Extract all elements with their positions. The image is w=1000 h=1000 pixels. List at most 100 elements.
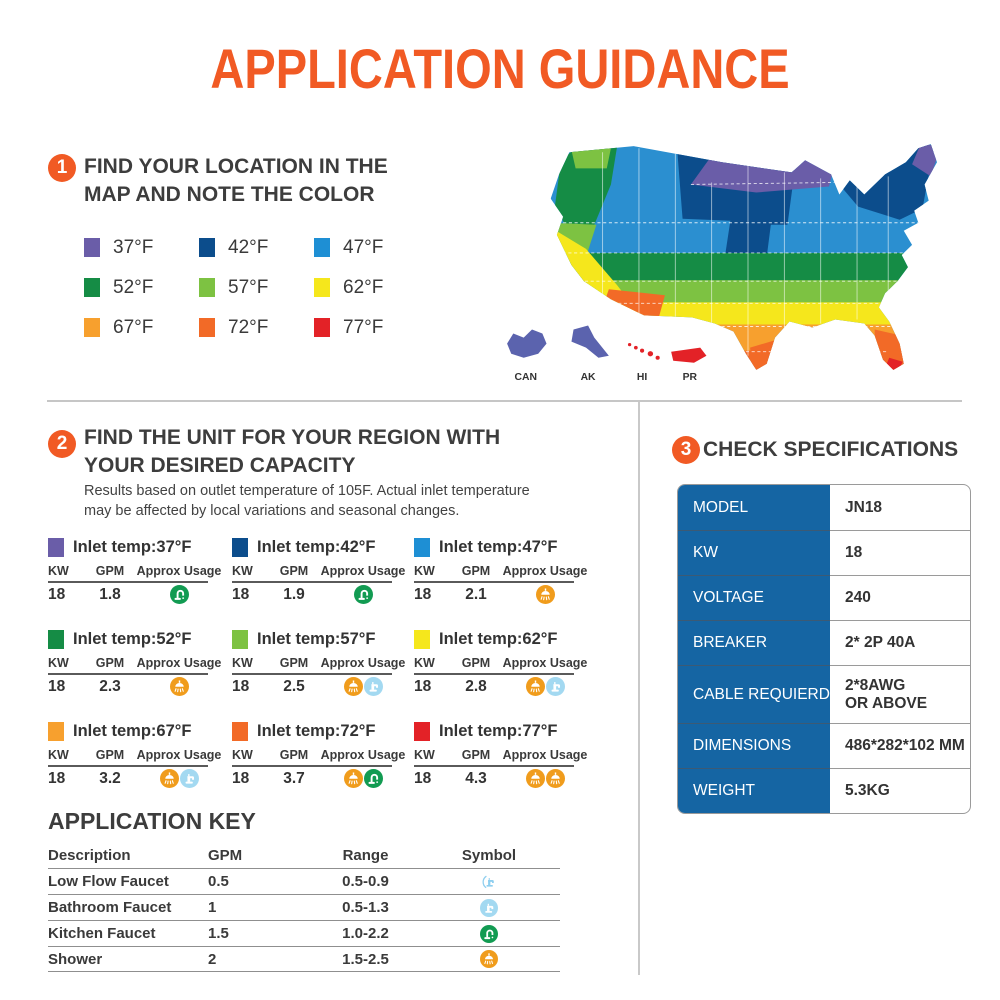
legend-item: 57°F — [199, 276, 314, 298]
section2-subtitle: Results based on outlet temperature of 1… — [84, 481, 530, 521]
spec-label: BREAKER — [678, 620, 830, 665]
inlet-temp-swatch — [48, 721, 64, 741]
key-header-symbol: Symbol — [461, 847, 517, 864]
legend-item: 42°F — [199, 236, 314, 258]
kitchen-faucet-icon — [364, 769, 383, 788]
inlet-temp-swatch — [48, 629, 64, 649]
shower-icon — [160, 769, 179, 788]
bathroom-faucet-icon — [180, 769, 199, 788]
map-label-ak: AK — [581, 372, 597, 383]
kitchen-faucet-icon — [354, 585, 373, 604]
legend-label: 42°F — [228, 236, 269, 258]
section2-heading-line2: YOUR DESIRED CAPACITY — [84, 454, 356, 477]
key-description: Shower — [48, 950, 103, 968]
temperature-legend: 37°F 42°F 47°F 52°F 57°F 62°F 67°F 72°F … — [84, 236, 429, 338]
spec-value: 240 — [830, 575, 970, 620]
inlet-temp-label: Inlet temp:42°F — [257, 537, 376, 556]
spec-row-dimensions: DIMENSIONS 486*282*102 MM — [678, 723, 970, 768]
bathroom-faucet-icon — [546, 677, 565, 696]
legend-item: 67°F — [84, 316, 199, 338]
inlet-temp-label: Inlet temp:52°F — [73, 629, 192, 648]
spec-label: DIMENSIONS — [678, 723, 830, 768]
legend-swatch — [84, 278, 100, 297]
section2-subtitle-line2: may be affected by local variations and … — [84, 503, 460, 519]
usage-icons — [502, 677, 588, 696]
usage-icons — [136, 677, 222, 696]
inlet-temp-label: Inlet temp:67°F — [73, 721, 192, 740]
usage-icons — [136, 585, 222, 604]
map-label-can: CAN — [515, 372, 537, 383]
shower-icon — [526, 677, 545, 696]
key-description: Bathroom Faucet — [48, 899, 172, 916]
spec-value: 2*8AWG OR ABOVE — [830, 665, 970, 723]
kw-value: 18 — [48, 585, 66, 603]
usage-header: Approx Usage — [320, 656, 406, 670]
kw-value: 18 — [414, 585, 432, 603]
legend-item: 72°F — [199, 317, 314, 338]
gpm-value: 2.1 — [465, 585, 487, 603]
gpm-value: 3.7 — [283, 769, 305, 787]
inlet-temp-swatch — [414, 629, 430, 649]
spec-value: 18 — [830, 530, 970, 575]
kw-header: KW — [232, 748, 253, 762]
key-gpm: 2 — [208, 950, 217, 968]
usage-icons — [320, 677, 406, 696]
gpm-header: GPM — [279, 748, 309, 762]
legend-label: 47°F — [343, 236, 384, 258]
bathroom-faucet-icon — [480, 899, 498, 917]
spec-row-breaker: BREAKER 2* 2P 40A — [678, 620, 970, 665]
legend-label: 77°F — [343, 316, 384, 338]
legend-swatch — [314, 318, 330, 337]
inlet-temp-swatch — [232, 721, 248, 741]
section1-heading: FIND YOUR LOCATION IN THE MAP AND NOTE T… — [84, 153, 388, 209]
kitchen-faucet-icon — [480, 925, 498, 943]
bathroom-faucet-icon — [364, 677, 383, 696]
unit-table-67f: Inlet temp:67°F KW GPM Approx Usage 18 3.2 — [48, 721, 232, 788]
key-header-description: Description — [48, 847, 131, 864]
unit-table-57f: Inlet temp:57°F KW GPM Approx Usage 18 2.5 — [232, 629, 414, 696]
spec-value: 5.3KG — [830, 768, 970, 813]
unit-table-77f: Inlet temp:77°F KW GPM Approx Usage 18 4.3 — [414, 721, 594, 788]
usage-icons — [320, 769, 406, 788]
unit-table-52f: Inlet temp:52°F KW GPM Approx Usage 18 2.3 — [48, 629, 232, 696]
spec-label: MODEL — [678, 485, 830, 530]
inlet-temp-swatch — [414, 721, 430, 741]
step-3-badge: 3 — [672, 436, 700, 464]
key-row-low-flow-faucet: Low Flow Faucet 0.5 0.5-0.9 — [48, 868, 560, 894]
usage-header: Approx Usage — [136, 656, 222, 670]
key-gpm: 0.5 — [208, 873, 229, 890]
usage-icons — [136, 769, 222, 788]
us-climate-map: CAN AK HI PR — [478, 122, 998, 394]
horizontal-divider — [47, 400, 962, 402]
legend-label: 37°F — [113, 236, 154, 258]
unit-table-72f: Inlet temp:72°F KW GPM Approx Usage 18 3.7 — [232, 721, 414, 788]
inlet-temp-swatch — [232, 629, 248, 649]
legend-item: 47°F — [314, 236, 429, 258]
kw-header: KW — [48, 656, 69, 670]
legend-item: 77°F — [314, 316, 429, 338]
inlet-temp-label: Inlet temp:62°F — [439, 629, 558, 648]
key-row-bathroom-faucet: Bathroom Faucet 1 0.5-1.3 — [48, 894, 560, 920]
legend-label: 67°F — [113, 316, 154, 338]
gpm-value: 1.9 — [283, 585, 305, 603]
spec-row-model: MODEL JN18 — [678, 485, 970, 530]
usage-icons — [320, 585, 406, 604]
application-key-header-row: Description GPM Range Symbol — [48, 843, 560, 868]
inlet-temp-label: Inlet temp:47°F — [439, 537, 558, 556]
spec-label: CABLE REQUIERD — [678, 665, 830, 723]
usage-icons — [502, 585, 588, 604]
usage-header: Approx Usage — [502, 564, 588, 578]
spec-row-voltage: VOLTAGE 240 — [678, 575, 970, 620]
legend-label: 57°F — [228, 276, 269, 298]
gpm-value: 2.5 — [283, 677, 305, 695]
key-header-gpm: GPM — [208, 847, 243, 864]
spec-value: 486*282*102 MM — [830, 723, 970, 768]
kw-value: 18 — [414, 769, 432, 787]
kw-header: KW — [232, 564, 253, 578]
kw-value: 18 — [232, 769, 250, 787]
key-symbol — [418, 925, 560, 943]
gpm-value: 1.8 — [99, 585, 121, 603]
low-flow-faucet-icon — [480, 873, 498, 891]
gpm-value: 4.3 — [465, 769, 487, 787]
gpm-header: GPM — [461, 748, 491, 762]
